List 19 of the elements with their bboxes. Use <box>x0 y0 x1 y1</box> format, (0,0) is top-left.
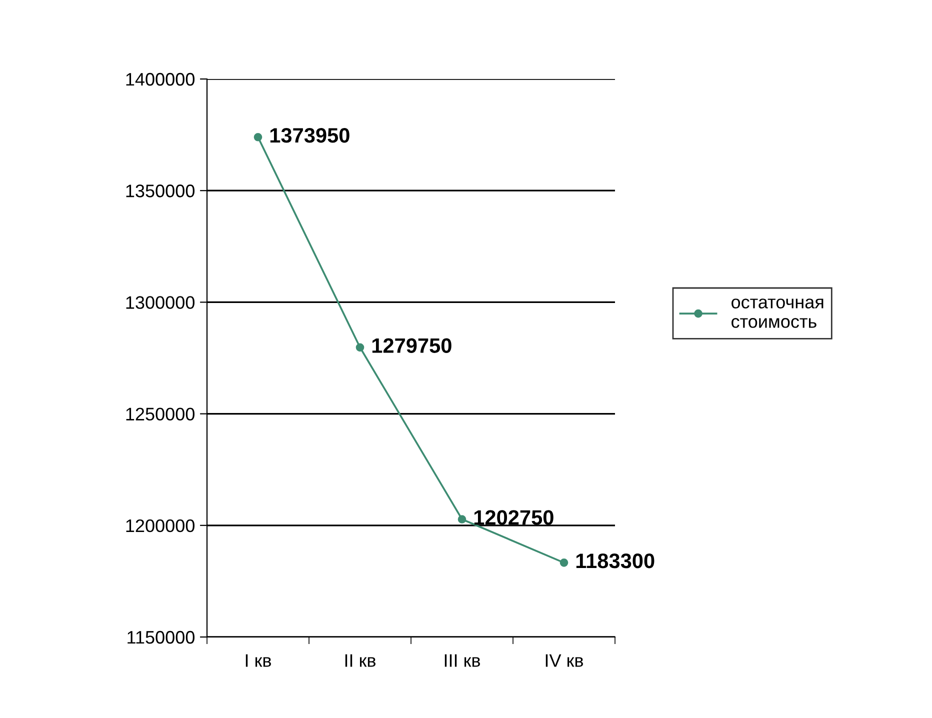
y-tick-label: 1350000 <box>126 184 194 198</box>
point <box>458 515 466 524</box>
point <box>356 343 364 352</box>
legend-label: остаточная стоимость <box>732 298 824 328</box>
x-tick-label: II кв <box>345 654 376 667</box>
y-tick-label: 1400000 <box>126 72 194 86</box>
data-label: 1183300 <box>576 554 654 568</box>
x-tick-label: I кв <box>246 654 271 667</box>
y-tick-label: 1150000 <box>128 630 194 644</box>
x-tick-label: III кв <box>444 654 480 667</box>
data-label: 1202750 <box>474 510 554 525</box>
y-tick-label: 1300000 <box>126 296 194 309</box>
point <box>560 558 568 567</box>
y-tick-label: 1200000 <box>126 519 194 532</box>
x-tick-label: IV кв <box>546 654 583 667</box>
point <box>254 132 262 142</box>
data-label: 1279750 <box>372 338 452 353</box>
data-label: 1373950 <box>270 128 350 143</box>
y-tick-label: 1250000 <box>126 408 194 421</box>
